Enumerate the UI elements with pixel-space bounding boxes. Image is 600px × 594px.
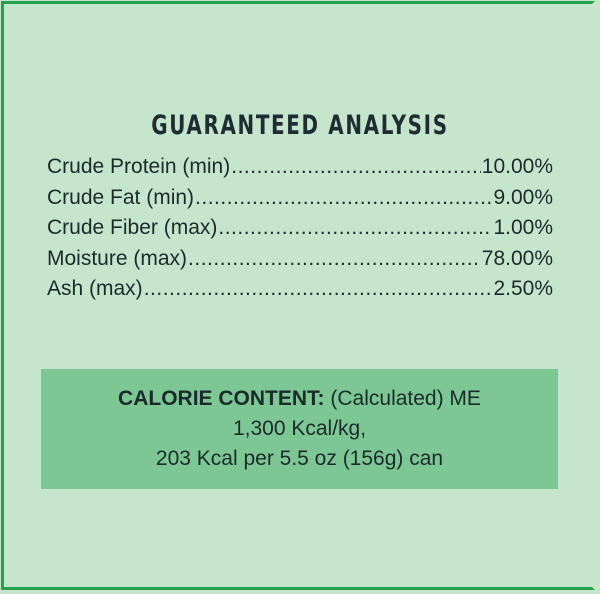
dot-leader: [218, 216, 492, 240]
row-label: Crude Fat (min): [47, 185, 195, 209]
analysis-table: Crude Protein (min) 10.00% Crude Fat (min…: [47, 155, 553, 308]
dot-leader: [195, 186, 492, 210]
analysis-row: Crude Fat (min) 9.00%: [47, 186, 553, 217]
dot-leader: [144, 277, 493, 301]
calorie-content-box: CALORIE CONTENT: (Calculated) ME 1,300 K…: [41, 369, 558, 489]
row-value: 1.00%: [493, 216, 553, 239]
calorie-line-2: 1,300 Kcal/kg,: [232, 417, 367, 440]
row-label: Moisture (max): [47, 246, 188, 270]
analysis-row: Ash (max) 2.50%: [47, 277, 553, 308]
analysis-row: Crude Fiber (max) 1.00%: [47, 216, 553, 247]
row-value: 10.00%: [481, 155, 553, 178]
calorie-heading: CALORIE CONTENT:: [118, 387, 325, 410]
analysis-row: Moisture (max) 78.00%: [47, 247, 553, 278]
calorie-line-1: CALORIE CONTENT: (Calculated) ME: [41, 384, 558, 414]
row-value: 9.00%: [493, 185, 553, 209]
dot-leader: [188, 247, 481, 271]
calorie-method: (Calculated) ME: [324, 387, 481, 410]
analysis-title: GUARANTEED ANALYSIS: [151, 110, 449, 141]
row-label: Crude Protein (min): [47, 155, 231, 178]
analysis-row: Crude Protein (min) 10.00%: [47, 155, 553, 186]
row-value: 2.50%: [493, 277, 553, 300]
calorie-line-3: 203 Kcal per 5.5 oz (156g) can: [155, 447, 444, 470]
row-label: Ash (max): [47, 277, 143, 300]
row-value: 78.00%: [481, 246, 553, 270]
dot-leader: [231, 155, 481, 179]
row-label: Crude Fiber (max): [47, 216, 218, 239]
